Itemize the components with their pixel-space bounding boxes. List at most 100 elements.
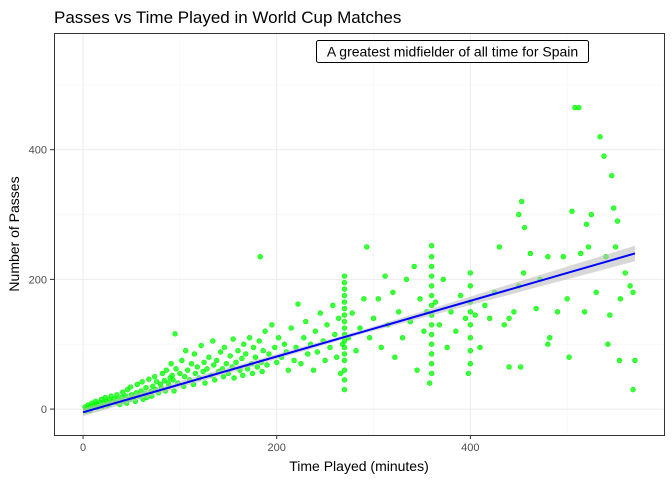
scatter-point xyxy=(332,331,338,338)
scatter-point xyxy=(472,312,478,318)
scatter-point xyxy=(169,372,175,379)
scatter-point xyxy=(341,367,348,373)
scatter-point xyxy=(467,360,474,367)
scatter-point xyxy=(617,296,624,302)
scatter-point xyxy=(465,370,472,377)
scatter-point xyxy=(428,263,435,270)
scatter-point xyxy=(428,322,435,328)
scatter-point xyxy=(506,315,512,321)
scatter-point xyxy=(127,384,134,390)
scatter-point xyxy=(213,357,220,364)
scatter-point xyxy=(462,315,469,321)
scatter-point xyxy=(341,312,348,318)
scatter-point xyxy=(521,224,528,231)
x-tick-label: 200 xyxy=(268,442,286,454)
scatter-point xyxy=(353,348,359,354)
scatter-point xyxy=(252,354,259,360)
scatter-point xyxy=(288,325,294,331)
scatter-point xyxy=(622,270,628,276)
scatter-point xyxy=(191,351,198,357)
scatter-point xyxy=(246,335,253,341)
scatter-point xyxy=(511,309,517,315)
scatter-point xyxy=(612,244,619,250)
scatter-point xyxy=(241,341,247,347)
scatter-point xyxy=(467,283,474,289)
scatter-point xyxy=(428,341,435,347)
scatter-point xyxy=(417,296,423,302)
scatter-point xyxy=(609,172,615,179)
scatter-point xyxy=(428,283,435,289)
scatter-point xyxy=(403,276,410,283)
scatter-point xyxy=(467,322,474,328)
scatter-point xyxy=(335,315,342,321)
scatter-point xyxy=(436,322,443,328)
scatter-point xyxy=(428,292,435,299)
scatter-point xyxy=(378,344,384,351)
scatter-point xyxy=(341,377,348,383)
scatter-point xyxy=(285,367,292,373)
scatter-point xyxy=(496,244,503,250)
scatter-point xyxy=(231,375,237,381)
scatter-point xyxy=(341,344,348,351)
scatter-point xyxy=(585,244,592,250)
scatter-point xyxy=(392,354,398,360)
scatter-point xyxy=(273,359,280,366)
scatter-point xyxy=(578,250,584,257)
scatter-point xyxy=(341,273,348,279)
scatter-point xyxy=(428,360,435,367)
scatter-point xyxy=(295,301,301,307)
scatter-point xyxy=(173,366,179,372)
scatter-point xyxy=(382,273,388,279)
scatter-point xyxy=(569,208,575,215)
scatter-point xyxy=(610,205,617,211)
scatter-point xyxy=(341,318,348,325)
scatter-point xyxy=(151,373,158,380)
scatter-point xyxy=(341,325,348,331)
scatter-point xyxy=(317,310,323,316)
grid-major xyxy=(54,33,664,435)
scatter-point xyxy=(269,322,275,328)
scatter-point xyxy=(357,325,363,331)
scatter-point xyxy=(607,312,613,318)
confidence-band xyxy=(83,245,635,417)
scatter-point xyxy=(210,338,216,344)
scatter-point xyxy=(554,309,561,315)
scatter-point xyxy=(298,360,304,367)
scatter-point xyxy=(201,359,207,366)
scatter-point xyxy=(601,153,607,159)
scatter-point xyxy=(324,322,330,328)
scatter-point xyxy=(361,296,367,302)
scatter-point xyxy=(341,299,348,305)
scatter-point xyxy=(182,373,188,380)
scatter-point xyxy=(170,377,176,383)
scatter-point xyxy=(395,309,402,315)
chart-title: Passes vs Time Played in World Cup Match… xyxy=(54,8,401,27)
scatter-point xyxy=(314,349,321,355)
scatter-point xyxy=(250,344,257,351)
scatter-point xyxy=(188,360,195,367)
scatter-point xyxy=(364,244,370,250)
scatter-point xyxy=(457,292,464,299)
scatter-point xyxy=(143,384,149,391)
scatter-point xyxy=(256,338,262,344)
scatter-point xyxy=(163,367,170,373)
scatter-point xyxy=(426,380,433,386)
data-points xyxy=(82,104,638,414)
scatter-point xyxy=(172,331,178,337)
scatter-point xyxy=(588,211,595,218)
scatter-point xyxy=(632,357,638,364)
scatter-point xyxy=(249,370,256,377)
scatter-point xyxy=(102,394,109,401)
scatter-point xyxy=(272,344,278,351)
scatter-point xyxy=(375,296,382,302)
scatter-point xyxy=(341,357,348,364)
scatter-point xyxy=(444,344,450,351)
scatter-point xyxy=(202,380,208,386)
scatter-point xyxy=(341,305,348,312)
scatter-point xyxy=(421,328,427,334)
scatter-point xyxy=(159,370,166,377)
scatter-point xyxy=(428,253,435,260)
scatter-point xyxy=(517,364,524,370)
scatter-point xyxy=(349,310,355,316)
scatter-point xyxy=(440,276,446,283)
